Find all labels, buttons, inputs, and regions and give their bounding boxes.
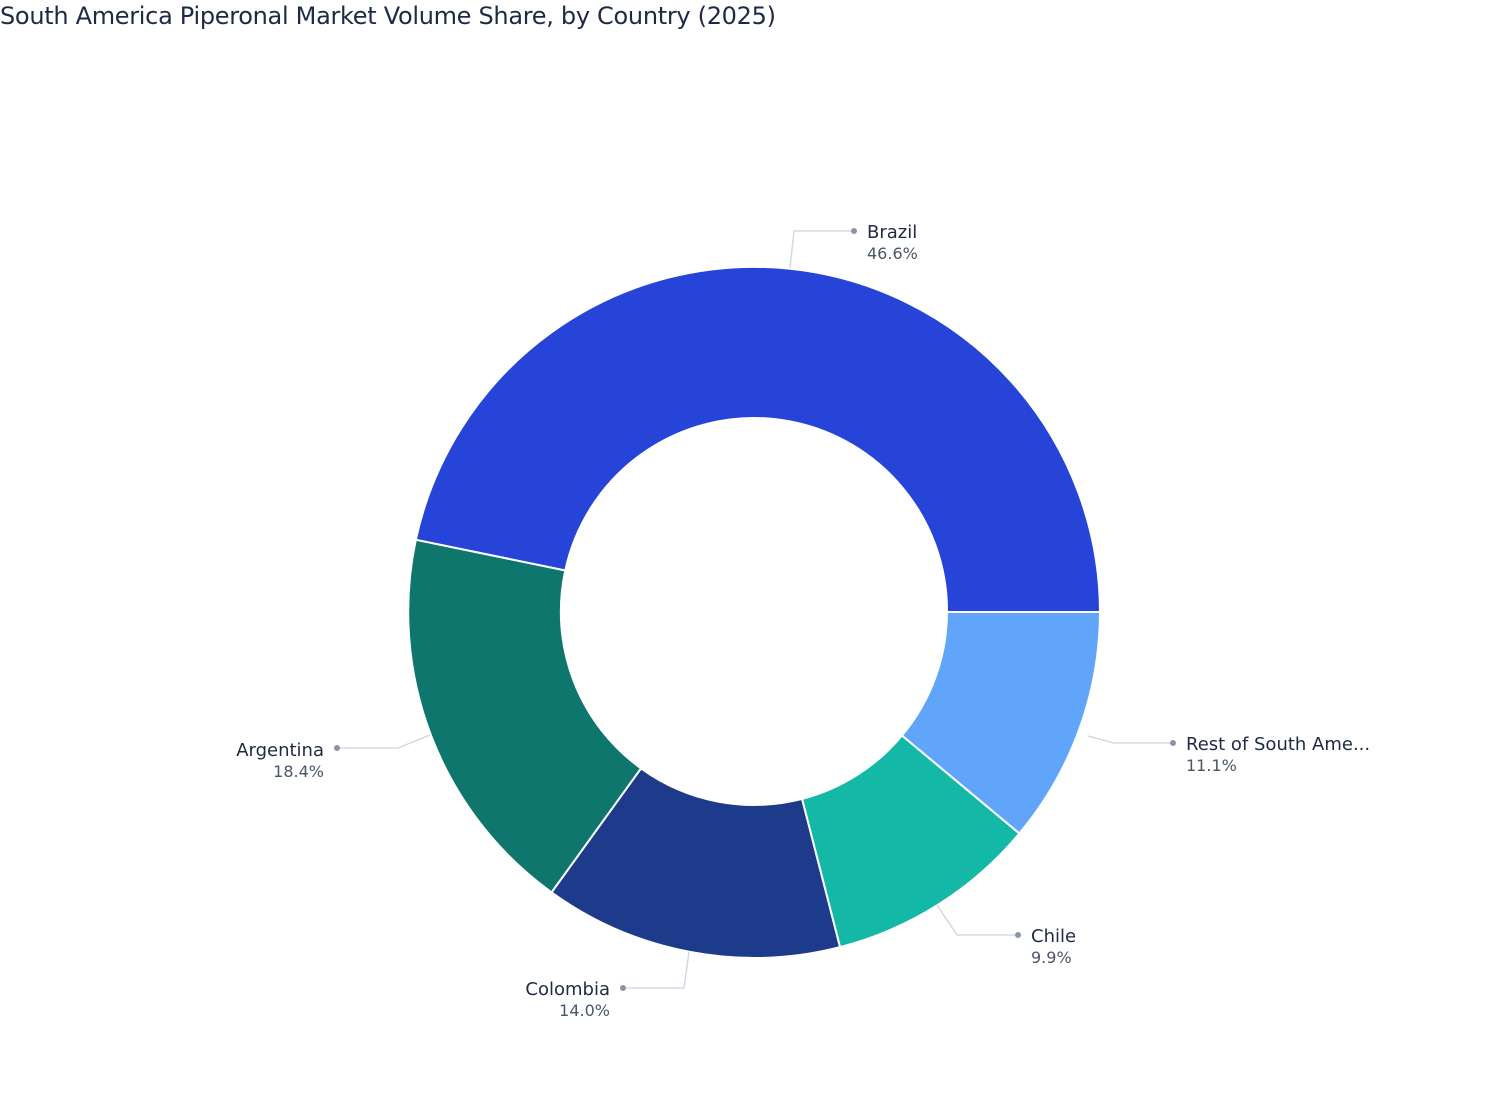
label-argentina-name: Argentina [236,740,324,761]
slice-argentina[interactable] [407,538,643,894]
label-colombia-value: 14.0% [559,1001,610,1020]
leader-lines [337,230,1173,989]
label-brazil-name: Brazil [867,222,917,243]
label-colombia-name: Colombia [525,979,610,1000]
label-chile-name: Chile [1031,926,1076,947]
label-rest-value: 11.1% [1186,756,1237,775]
slice-colombia[interactable] [550,767,842,959]
label-argentina-value: 18.4% [273,762,324,781]
label-rest-name: Rest of South Ame... [1186,734,1370,755]
slice-rest-of-south-america[interactable] [900,611,1102,835]
chart-title: South America Piperonal Market Volume Sh… [0,2,776,30]
leader-dots [334,228,1176,991]
label-brazil-value: 46.6% [867,244,918,263]
slice-brazil[interactable] [414,265,1102,613]
label-chile-value: 9.9% [1031,948,1072,967]
